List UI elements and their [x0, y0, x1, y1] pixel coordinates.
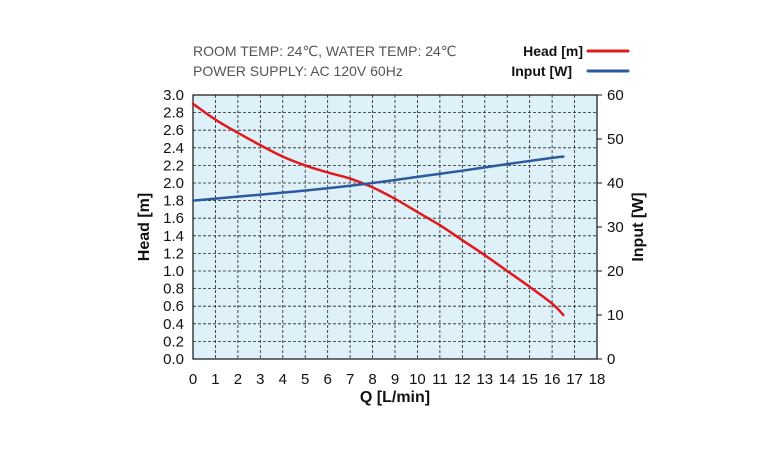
- x-tick-label: 5: [301, 371, 309, 388]
- x-axis-ticks: 0 1 2 3 4 5 6 7 8 9 10 11 12 13 14 15 16 17 18: [189, 371, 606, 388]
- series-lines: [191, 102, 565, 317]
- y-right-tick-label: 0: [607, 351, 615, 368]
- y-left-tick-label: 1.4: [163, 228, 184, 245]
- y-left-axis-ticks: 0.00.20.40.60.81.01.21.41.61.82.02.22.42…: [163, 87, 184, 368]
- x-tick-label: 11: [432, 371, 448, 388]
- y-left-tick-label: 0.6: [163, 298, 184, 315]
- y-left-tick-label: 2.8: [163, 105, 184, 122]
- x-tick-label: 9: [391, 371, 399, 388]
- y-left-tick-label: 2.2: [163, 157, 184, 174]
- y-right-tick-label: 50: [607, 131, 624, 148]
- x-tick-label: 16: [544, 371, 561, 388]
- y-right-tick-label: 30: [607, 219, 624, 236]
- y-left-tick-label: 1.0: [163, 263, 184, 280]
- x-tick-label: 3: [256, 371, 264, 388]
- y-left-tick-label: 0.8: [163, 281, 184, 298]
- x-tick-label: 18: [589, 371, 606, 388]
- y-right-tick-label: 10: [607, 307, 624, 324]
- series-line-input: [191, 155, 565, 202]
- x-tick-label: 2: [234, 371, 242, 388]
- x-tick-label: 1: [211, 371, 219, 388]
- y-right-axis-title: Input [W]: [630, 192, 647, 261]
- y-left-tick-label: 0.4: [163, 316, 184, 333]
- legend-label-input: Input [W]: [511, 63, 572, 79]
- y-left-tick-label: 1.2: [163, 245, 184, 262]
- y-right-tick-label: 20: [607, 263, 624, 280]
- y-right-tick-label: 40: [607, 175, 624, 192]
- x-tick-label: 7: [346, 371, 354, 388]
- y-right-axis-ticks: 0 10 20 30 40 50 60: [597, 87, 624, 368]
- y-left-tick-label: 2.0: [163, 175, 184, 192]
- x-tick-label: 15: [521, 371, 538, 388]
- x-axis-title: Q [L/min]: [360, 389, 430, 406]
- x-tick-label: 17: [566, 371, 583, 388]
- y-left-tick-label: 3.0: [163, 87, 184, 104]
- grid: [193, 95, 597, 359]
- y-left-tick-label: 2.4: [163, 140, 184, 157]
- x-tick-label: 6: [323, 371, 331, 388]
- chart-note-1: ROOM TEMP: 24℃, WATER TEMP: 24℃: [193, 43, 457, 59]
- x-tick-label: 12: [454, 371, 471, 388]
- x-tick-label: 13: [476, 371, 493, 388]
- y-left-tick-label: 2.6: [163, 122, 184, 139]
- y-left-tick-label: 1.6: [163, 210, 184, 227]
- legend-label-head: Head [m]: [523, 43, 583, 59]
- y-left-axis-title: Head [m]: [136, 193, 153, 261]
- x-tick-label: 0: [189, 371, 197, 388]
- chart-note-2: POWER SUPPLY: AC 120V 60Hz: [193, 63, 403, 79]
- y-left-tick-label: 1.8: [163, 193, 184, 210]
- y-left-tick-label: 0.2: [163, 333, 184, 350]
- x-tick-label: 4: [279, 371, 287, 388]
- x-tick-label: 8: [368, 371, 376, 388]
- x-tick-label: 10: [409, 371, 426, 388]
- x-tick-label: 14: [499, 371, 516, 388]
- y-left-tick-label: 0.0: [163, 351, 184, 368]
- y-right-tick-label: 60: [607, 87, 624, 104]
- series-line-head: [191, 102, 565, 317]
